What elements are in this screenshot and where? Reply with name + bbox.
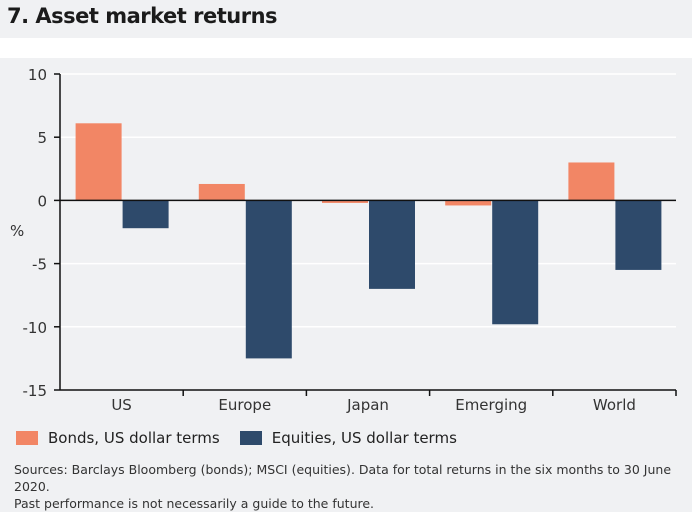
- bar-chart: 10 5 0 -5 -10 -15% US Europe Japan Emerging World: [10, 66, 677, 414]
- x-tick-label: US: [111, 396, 132, 414]
- legend-swatch-equities: [239, 431, 262, 445]
- x-tick-label: Emerging: [455, 396, 527, 414]
- legend-label-bonds: Bonds, US dollar terms: [48, 429, 220, 447]
- bar-bonds-world: [568, 162, 615, 201]
- bar-equities-emerging: [492, 200, 539, 325]
- y-tick-label: -10: [23, 319, 48, 337]
- bar-equities-world: [615, 200, 662, 270]
- y-tick-label: 10: [28, 66, 47, 84]
- bar-equities-japan: [369, 200, 415, 289]
- bar-bonds-europe: [198, 183, 245, 201]
- y-tick-label: 5: [37, 129, 47, 147]
- sources-text: Sources: Barclays Bloomberg (bonds); MSC…: [14, 462, 672, 494]
- bar-equities-europe: [245, 200, 292, 359]
- legend-item-equities: Equities, US dollar terms: [239, 429, 457, 447]
- y-tick-label: -15: [23, 382, 48, 400]
- y-tick-label: -5: [32, 256, 47, 274]
- legend-item-bonds: Bonds, US dollar terms: [16, 429, 220, 447]
- x-tick-label: Japan: [346, 396, 389, 414]
- legend-swatch-bonds: [16, 431, 38, 445]
- bar-bonds-emerging: [445, 200, 492, 206]
- disclaimer-text: Past performance is not necessarily a gu…: [14, 496, 375, 511]
- bar-bonds-japan: [322, 200, 368, 203]
- x-tick-label: Europe: [218, 396, 271, 414]
- y-axis-label: %: [10, 222, 24, 240]
- source-note: Sources: Barclays Bloomberg (bonds); MSC…: [14, 461, 692, 512]
- x-tick-label: World: [593, 396, 636, 414]
- bar-equities-us: [122, 200, 169, 229]
- chart-title: 7. Asset market returns: [7, 4, 278, 28]
- legend-label-equities: Equities, US dollar terms: [271, 429, 457, 447]
- y-tick-label: 0: [37, 192, 47, 210]
- title-divider: [0, 38, 692, 58]
- legend: Bonds, US dollar terms Equities, US doll…: [16, 429, 457, 447]
- bar-bonds-us: [75, 123, 122, 201]
